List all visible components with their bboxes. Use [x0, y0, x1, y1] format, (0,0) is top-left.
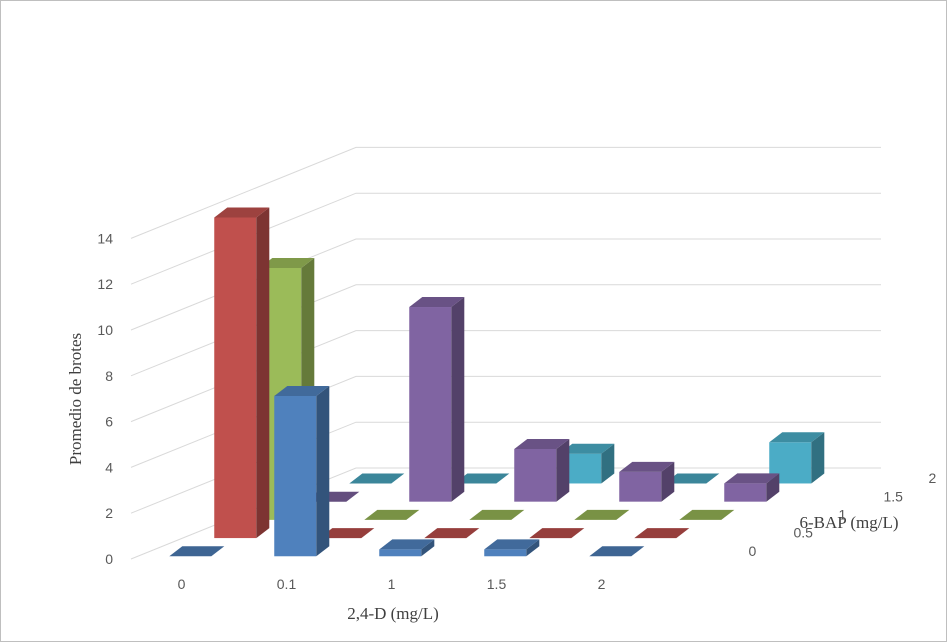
z-tick-label: 10	[97, 322, 113, 338]
bar	[679, 509, 735, 520]
bar-front	[274, 395, 317, 557]
bar-front	[724, 483, 767, 502]
bar	[634, 528, 690, 539]
bar-front	[379, 549, 422, 557]
bar-top	[724, 473, 780, 484]
bar-top	[619, 461, 675, 472]
gridline	[130, 421, 881, 514]
bar-front	[619, 471, 662, 502]
gridlines	[130, 146, 881, 560]
z-axis-title: Promedio de brotes	[66, 333, 85, 465]
bar	[379, 539, 435, 557]
gridline	[130, 467, 881, 560]
bar-floor	[169, 546, 225, 557]
x-axis-title: 2,4-D (mg/L)	[347, 604, 439, 623]
bar-floor	[364, 509, 420, 520]
bar-side	[451, 297, 465, 502]
x-tick-label: 1	[388, 576, 396, 592]
y-tick-label: 0.5	[794, 525, 814, 541]
bar-floor	[424, 528, 480, 539]
bar-top	[214, 207, 270, 218]
bar	[529, 528, 585, 539]
bar	[214, 207, 270, 539]
bar-side	[256, 207, 270, 539]
bar-front	[214, 217, 257, 539]
bar-top	[409, 297, 465, 307]
bar-floor	[349, 473, 405, 484]
y-tick-label: 1	[839, 507, 847, 523]
gridline	[130, 330, 881, 423]
bar	[469, 509, 525, 520]
bar	[769, 432, 825, 484]
bar	[424, 528, 480, 539]
bar	[574, 509, 630, 520]
z-tick-label: 8	[105, 368, 113, 384]
bar-side	[766, 473, 780, 502]
y-tick-label: 0	[749, 543, 757, 559]
bars	[169, 207, 825, 557]
bar-floor	[574, 509, 630, 520]
gridline	[130, 375, 881, 468]
bar	[514, 439, 570, 502]
bar-floor	[589, 546, 645, 557]
bar-top	[259, 258, 315, 268]
bar-floor	[634, 528, 690, 539]
bar-floor	[529, 528, 585, 539]
bar-top	[484, 539, 540, 550]
x-tick-label: 2	[598, 576, 606, 592]
bar	[274, 386, 330, 557]
z-tick-label: 4	[105, 459, 113, 475]
bar	[364, 509, 420, 520]
bar	[409, 297, 465, 502]
bar-side	[601, 443, 615, 484]
y-tick-label: 1.5	[884, 488, 904, 504]
bar-front	[514, 449, 557, 502]
x-tick-label: 0	[178, 576, 186, 592]
bar-top	[274, 386, 330, 396]
x-tick-label: 1.5	[487, 576, 507, 592]
y-tick-label: 2	[929, 470, 937, 486]
bar-floor	[664, 473, 720, 484]
bar	[169, 546, 225, 557]
bar	[349, 473, 405, 484]
bar-floor	[469, 509, 525, 520]
z-tick-label: 2	[105, 505, 113, 521]
gridline	[130, 192, 881, 285]
bar-top	[559, 443, 615, 454]
bar-floor	[454, 473, 510, 484]
bar	[619, 461, 675, 502]
bar	[724, 473, 780, 502]
bar	[589, 546, 645, 557]
bar-front	[409, 307, 452, 502]
gridline	[130, 238, 881, 331]
bar	[454, 473, 510, 484]
z-tick-label: 14	[97, 230, 113, 246]
gridline	[130, 146, 881, 239]
z-tick-label: 6	[105, 414, 113, 430]
bar-side	[316, 386, 330, 557]
bar-side	[811, 432, 825, 484]
bar	[664, 473, 720, 484]
bar-side	[661, 461, 675, 502]
bar-top	[769, 432, 825, 443]
bar	[484, 539, 540, 557]
gridline	[130, 284, 881, 377]
bar-side	[421, 539, 435, 557]
bar-floor	[319, 528, 375, 539]
bar-side	[526, 539, 540, 557]
bar-front	[484, 549, 527, 557]
labels: 2,4-D (mg/L) 6-BAP (mg/L) Promedio de br…	[66, 230, 937, 623]
bar-side	[556, 439, 570, 502]
bar-floor	[679, 509, 735, 520]
x-tick-label: 0.1	[277, 576, 297, 592]
z-tick-label: 0	[105, 551, 113, 567]
bar-top	[514, 439, 570, 449]
bar	[319, 528, 375, 539]
bar-top	[379, 539, 435, 550]
y-axis-title: 6-BAP (mg/L)	[799, 513, 898, 532]
z-tick-label: 12	[97, 276, 113, 292]
